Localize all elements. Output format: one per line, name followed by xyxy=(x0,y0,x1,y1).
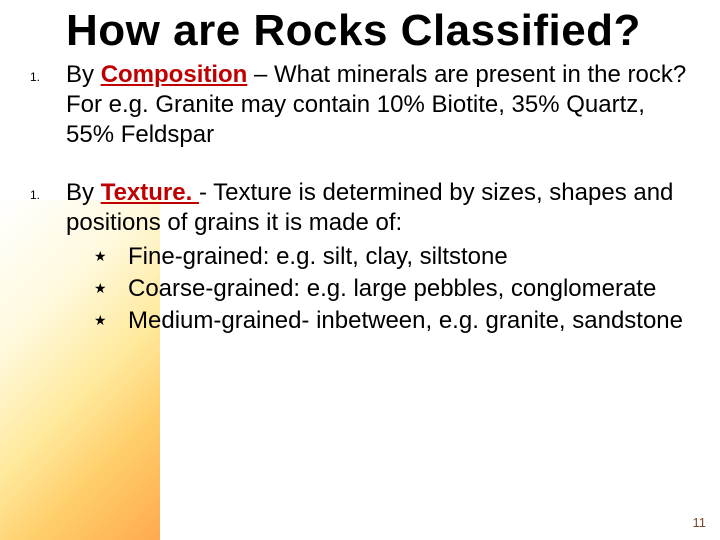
item-body: By Composition – What minerals are prese… xyxy=(66,60,690,150)
star-bullet-icon: ★ xyxy=(94,242,128,272)
sub-text: Medium-grained- inbetween, e.g. granite,… xyxy=(128,306,683,336)
slide: How are Rocks Classified? 1. By Composit… xyxy=(0,0,720,540)
item-keyword: Composition xyxy=(101,61,248,88)
item-keyword: Texture. xyxy=(101,179,199,206)
sub-text: Coarse-grained: e.g. large pebbles, cong… xyxy=(128,274,656,304)
item-body: By Texture. - Texture is determined by s… xyxy=(66,178,690,338)
list-item: 1. By Texture. - Texture is determined b… xyxy=(30,178,690,338)
item-number: 1. xyxy=(30,60,66,150)
star-bullet-icon: ★ xyxy=(94,274,128,304)
item-lead: By xyxy=(66,179,101,206)
sub-item: ★ Medium-grained- inbetween, e.g. granit… xyxy=(94,306,690,336)
main-list: 1. By Composition – What minerals are pr… xyxy=(30,60,690,338)
item-lead: By xyxy=(66,61,101,88)
list-item: 1. By Composition – What minerals are pr… xyxy=(30,60,690,150)
sub-item: ★ Fine-grained: e.g. silt, clay, siltsto… xyxy=(94,242,690,272)
item-number: 1. xyxy=(30,178,66,338)
page-number: 11 xyxy=(693,515,707,530)
sub-item: ★ Coarse-grained: e.g. large pebbles, co… xyxy=(94,274,690,304)
sub-list: ★ Fine-grained: e.g. silt, clay, siltsto… xyxy=(66,242,690,336)
star-bullet-icon: ★ xyxy=(94,306,128,336)
sub-text: Fine-grained: e.g. silt, clay, siltstone xyxy=(128,242,508,272)
slide-title: How are Rocks Classified? xyxy=(66,8,690,54)
